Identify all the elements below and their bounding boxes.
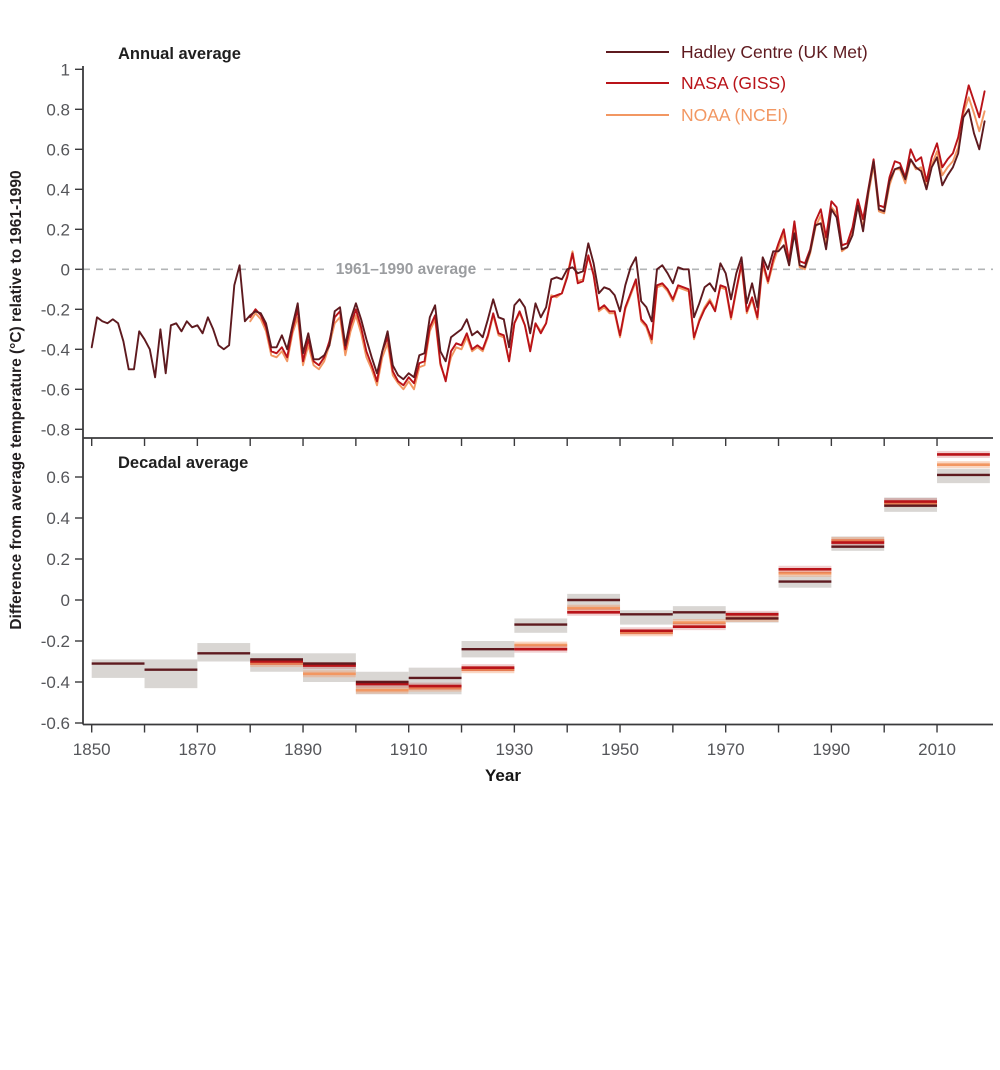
legend-item-nasa: NASA (GISS) xyxy=(606,72,786,94)
uncertainty-box-1950s xyxy=(620,610,673,625)
xtick-label: 1930 xyxy=(495,740,533,759)
annual-ytick-label: -0.2 xyxy=(41,300,70,319)
legend-item-hadley: Hadley Centre (UK Met) xyxy=(606,41,868,63)
xtick-label: 1870 xyxy=(178,740,216,759)
annual-ytick-label: 0 xyxy=(61,260,70,279)
legend-label-noaa: NOAA (NCEI) xyxy=(681,104,788,125)
annual-line-nasa xyxy=(249,84,986,387)
legend-label-hadley: Hadley Centre (UK Met) xyxy=(681,41,868,62)
xtick-label: 1850 xyxy=(73,740,111,759)
annual-panel-title: Annual average xyxy=(118,45,241,63)
xtick-label: 1970 xyxy=(707,740,745,759)
annual-ytick-label: 1 xyxy=(61,60,70,79)
decadal-ytick-label: -0.4 xyxy=(41,673,70,692)
xtick-label: 1890 xyxy=(284,740,322,759)
decadal-ytick-label: 0.6 xyxy=(46,468,70,487)
x-axis-label: Year xyxy=(485,766,521,785)
annual-line-hadley xyxy=(90,108,986,381)
annual-ytick-label: 0.2 xyxy=(46,220,70,239)
legend-label-nasa: NASA (GISS) xyxy=(681,72,787,93)
decadal-ytick-label: 0.2 xyxy=(46,550,70,569)
xtick-label: 1910 xyxy=(390,740,428,759)
xtick-label: 1950 xyxy=(601,740,639,759)
annual-ytick-label: -0.4 xyxy=(41,340,70,359)
annual-ytick-label: -0.6 xyxy=(41,380,70,399)
y-axis-label: Difference from average temperature (°C)… xyxy=(8,170,25,630)
decadal-ytick-label: -0.6 xyxy=(41,714,70,733)
legend-item-noaa: NOAA (NCEI) xyxy=(606,104,788,126)
decadal-ytick-label: 0.4 xyxy=(46,509,70,528)
annual-line-noaa xyxy=(249,96,986,391)
legend-line-swatch-noaa xyxy=(606,114,669,116)
uncertainty-box-1850s xyxy=(91,659,145,678)
uncertainty-box-1910s xyxy=(408,667,462,695)
annual-ytick-label: 0.8 xyxy=(46,100,70,119)
legend-line-swatch-nasa xyxy=(606,82,669,84)
uncertainty-box-1860s xyxy=(144,659,198,689)
legend-line-swatch-hadley xyxy=(606,51,669,53)
baseline-annotation: 1961–1990 average xyxy=(335,261,477,278)
xtick-label: 2010 xyxy=(918,740,956,759)
decadal-panel-title: Decadal average xyxy=(118,454,249,472)
decadal-ytick-label: 0 xyxy=(61,591,70,610)
uncertainty-box-1890s xyxy=(303,653,356,682)
annual-ytick-label: 0.6 xyxy=(46,140,70,159)
decadal-ytick-label: -0.2 xyxy=(41,632,70,651)
xtick-label: 1990 xyxy=(812,740,850,759)
annual-ytick-label: -0.8 xyxy=(41,420,70,439)
annual-ytick-label: 0.4 xyxy=(46,180,70,199)
chart-canvas: 1 0.8 0.6 0.4 0.2 0 -0.2 -0.4 -0.6 -0.8 0.6 0.4 0.2 0… xyxy=(41,60,993,759)
